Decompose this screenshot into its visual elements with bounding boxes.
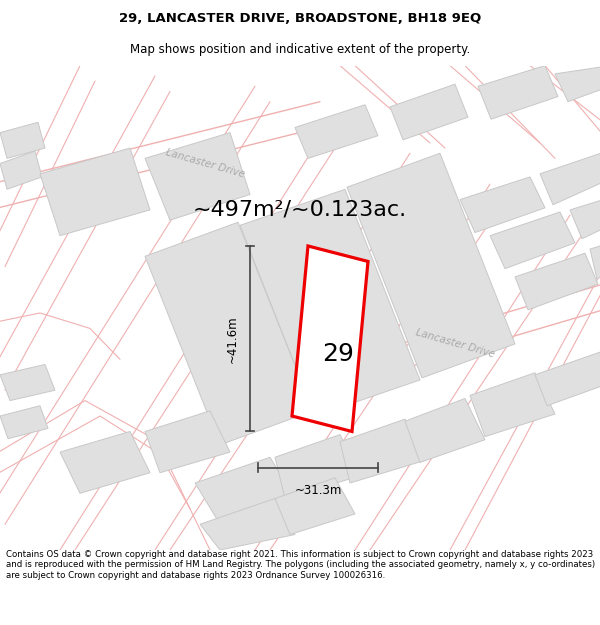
Text: 29, LANCASTER DRIVE, BROADSTONE, BH18 9EQ: 29, LANCASTER DRIVE, BROADSTONE, BH18 9E… xyxy=(119,12,481,25)
Polygon shape xyxy=(200,499,295,550)
Polygon shape xyxy=(515,253,598,310)
Polygon shape xyxy=(275,478,355,534)
Polygon shape xyxy=(145,222,313,445)
Polygon shape xyxy=(347,153,515,378)
Polygon shape xyxy=(535,352,600,406)
Polygon shape xyxy=(340,419,425,483)
Polygon shape xyxy=(40,148,150,236)
Polygon shape xyxy=(460,177,545,232)
Polygon shape xyxy=(470,372,555,437)
Text: ~41.6m: ~41.6m xyxy=(226,315,239,362)
Polygon shape xyxy=(0,364,55,401)
Polygon shape xyxy=(570,198,600,239)
Polygon shape xyxy=(60,431,150,493)
Polygon shape xyxy=(490,212,575,269)
Text: ~497m²/~0.123ac.: ~497m²/~0.123ac. xyxy=(193,200,407,220)
Text: Lancaster Drive: Lancaster Drive xyxy=(164,148,246,179)
Text: Map shows position and indicative extent of the property.: Map shows position and indicative extent… xyxy=(130,42,470,56)
Polygon shape xyxy=(0,406,48,439)
Polygon shape xyxy=(145,132,250,220)
Polygon shape xyxy=(295,105,378,158)
Polygon shape xyxy=(0,122,45,158)
Polygon shape xyxy=(540,150,600,205)
Text: Lancaster Drive: Lancaster Drive xyxy=(414,328,496,360)
Text: ~31.3m: ~31.3m xyxy=(295,484,341,497)
Polygon shape xyxy=(478,66,558,119)
Polygon shape xyxy=(240,189,420,416)
Polygon shape xyxy=(555,66,600,102)
Polygon shape xyxy=(390,84,468,140)
Text: Contains OS data © Crown copyright and database right 2021. This information is : Contains OS data © Crown copyright and d… xyxy=(6,550,595,580)
Polygon shape xyxy=(195,458,295,524)
Polygon shape xyxy=(590,243,600,279)
Text: 29: 29 xyxy=(322,342,354,366)
Polygon shape xyxy=(292,246,368,431)
Polygon shape xyxy=(275,434,360,499)
Polygon shape xyxy=(145,411,230,472)
Polygon shape xyxy=(405,399,485,462)
Polygon shape xyxy=(0,151,42,189)
